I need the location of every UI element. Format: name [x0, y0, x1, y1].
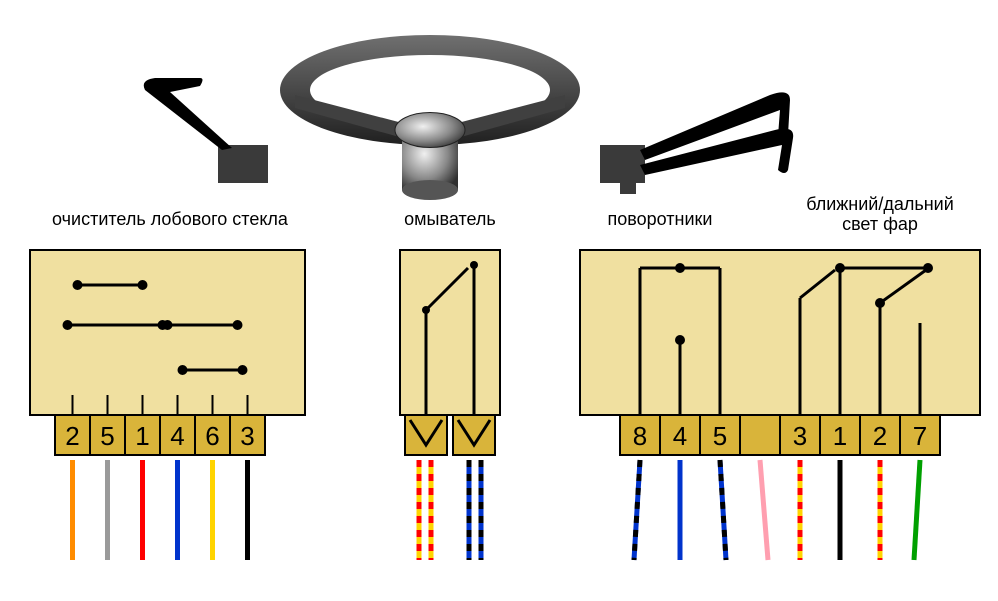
svg-text:4: 4 [170, 421, 184, 451]
svg-text:свет фар: свет фар [842, 214, 918, 234]
svg-text:1: 1 [833, 421, 847, 451]
svg-text:3: 3 [240, 421, 254, 451]
svg-text:4: 4 [673, 421, 687, 451]
svg-text:поворотники: поворотники [608, 209, 713, 229]
svg-text:2: 2 [873, 421, 887, 451]
svg-text:2: 2 [65, 421, 79, 451]
svg-text:6: 6 [205, 421, 219, 451]
svg-text:1: 1 [135, 421, 149, 451]
svg-text:8: 8 [633, 421, 647, 451]
svg-text:очиститель лобового стекла: очиститель лобового стекла [52, 209, 289, 229]
svg-text:3: 3 [793, 421, 807, 451]
svg-text:омыватель: омыватель [404, 209, 496, 229]
svg-text:5: 5 [100, 421, 114, 451]
svg-text:5: 5 [713, 421, 727, 451]
svg-text:7: 7 [913, 421, 927, 451]
svg-text:ближний/дальний: ближний/дальний [806, 194, 954, 214]
